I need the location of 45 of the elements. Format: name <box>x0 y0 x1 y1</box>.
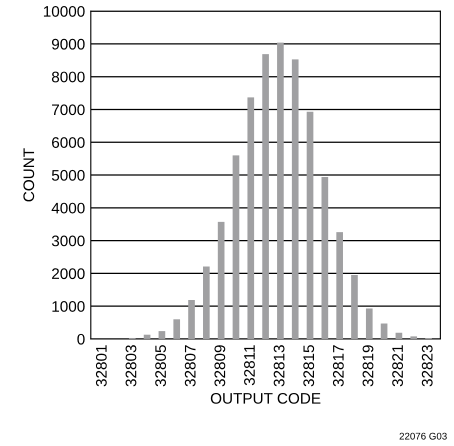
bar <box>247 97 254 339</box>
x-tick-label: 32807 <box>184 345 196 386</box>
bar <box>292 59 299 339</box>
x-tick-label: 32805 <box>155 345 166 386</box>
bar <box>262 54 269 339</box>
bar <box>158 331 166 339</box>
y-tick-label: 1000 <box>52 301 85 312</box>
y-tick-label: 2000 <box>52 268 85 280</box>
x-tick-label: 32813 <box>274 345 285 386</box>
x-tick-label: 32819 <box>362 345 374 386</box>
bar <box>218 222 224 339</box>
bar <box>232 155 240 339</box>
text: 22076 G03 <box>400 432 447 440</box>
x-tick-label: 32803 <box>126 345 136 386</box>
bar <box>277 42 284 339</box>
y-tick-label: 7000 <box>52 104 85 116</box>
bar <box>306 112 314 339</box>
y-tick-label: 0 <box>77 334 85 345</box>
bar <box>173 319 180 339</box>
x-tick-label: 32821 <box>392 345 404 386</box>
y-tick-label: 10000 <box>44 6 85 17</box>
x-tick-label: 32815 <box>303 345 314 386</box>
x-tick-label: 32817 <box>332 345 344 386</box>
bar <box>351 275 358 339</box>
x-tick-label: 32809 <box>214 345 226 386</box>
bar <box>366 308 373 339</box>
bar <box>188 300 195 339</box>
y-tick-label: 4000 <box>52 202 85 214</box>
y-tick-label: 8000 <box>52 72 85 82</box>
x-tick-label: 32811 <box>244 345 255 386</box>
y-tick-label: 9000 <box>52 38 85 50</box>
y-tick-label: 3000 <box>52 235 85 246</box>
y-tick-label: 5000 <box>52 170 85 181</box>
bar <box>410 336 418 339</box>
bar <box>336 232 343 339</box>
x-axis-title: OUTPUT CODE <box>210 392 320 404</box>
y-axis-title: COUNT <box>23 148 34 202</box>
x-tick-label: 32801 <box>96 345 107 386</box>
bar <box>396 332 402 339</box>
bar <box>380 324 388 339</box>
bar <box>322 177 328 339</box>
bar <box>203 266 210 339</box>
x-tick-label: 32823 <box>422 345 433 386</box>
y-tick-label: 6000 <box>52 137 85 148</box>
bar <box>144 334 150 339</box>
